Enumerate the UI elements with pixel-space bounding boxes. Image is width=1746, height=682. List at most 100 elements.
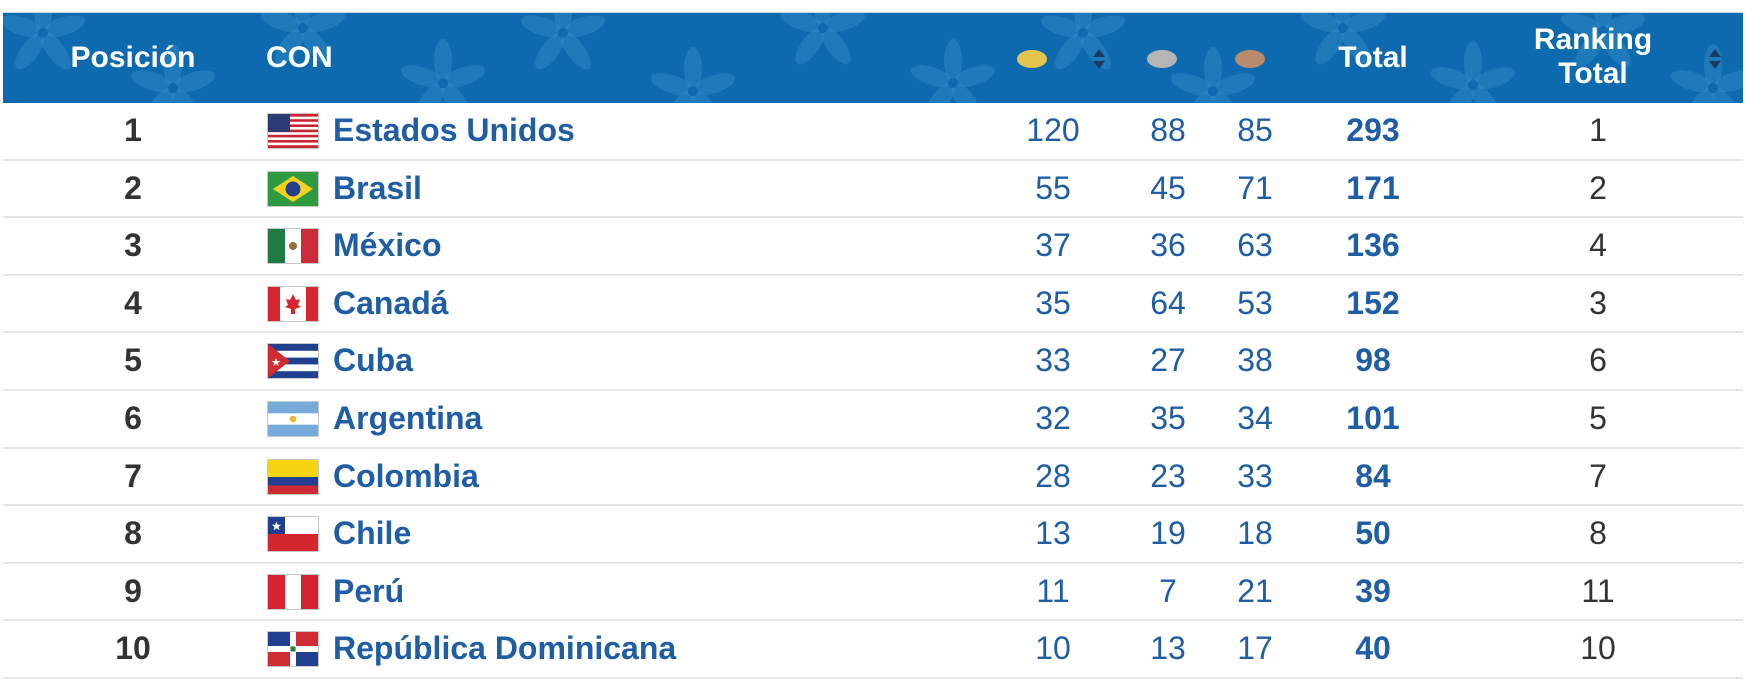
bronze-count: 21 xyxy=(1237,572,1273,609)
header-ranking-total[interactable]: Ranking Total xyxy=(1503,23,1683,91)
total-count: 40 xyxy=(1355,630,1391,667)
position-cell: 2 xyxy=(124,169,142,206)
ranking-total: 6 xyxy=(1589,342,1607,379)
table-row: 4 Canadá 35 64 53 152 3 xyxy=(3,276,1743,334)
gold-count: 37 xyxy=(1035,227,1071,264)
position-cell: 9 xyxy=(124,572,142,609)
silver-count: 64 xyxy=(1150,284,1186,321)
total-count: 136 xyxy=(1346,227,1400,264)
ranking-total: 2 xyxy=(1589,169,1607,206)
silver-count: 13 xyxy=(1150,630,1186,667)
ranking-total: 7 xyxy=(1589,457,1607,494)
us-flag-icon xyxy=(268,114,318,148)
bronze-count: 53 xyxy=(1237,284,1273,321)
bronze-count: 17 xyxy=(1237,630,1273,667)
flower-pattern-background xyxy=(3,13,1743,103)
silver-count: 23 xyxy=(1150,457,1186,494)
country-link[interactable]: Argentina xyxy=(333,399,483,436)
table-row: 10 República Dominicana 10 13 17 40 10 xyxy=(3,621,1743,679)
sort-icon[interactable] xyxy=(1708,48,1722,70)
ranking-total: 10 xyxy=(1580,630,1616,667)
gold-count: 28 xyxy=(1035,457,1071,494)
ranking-total: 8 xyxy=(1589,515,1607,552)
gold-count: 35 xyxy=(1035,284,1071,321)
table-row: 2 Brasil 55 45 71 171 2 xyxy=(3,161,1743,219)
position-cell: 4 xyxy=(124,284,142,321)
dominican-republic-flag-icon xyxy=(268,632,318,667)
ranking-total: 1 xyxy=(1589,112,1607,148)
argentina-flag-icon xyxy=(268,401,318,436)
silver-count: 45 xyxy=(1150,169,1186,206)
ranking-total: 5 xyxy=(1589,399,1607,436)
table-row: 9 Perú 11 7 21 39 11 xyxy=(3,564,1743,622)
gold-count: 33 xyxy=(1035,342,1071,379)
bronze-count: 34 xyxy=(1237,399,1273,436)
cuba-flag-icon xyxy=(268,344,318,379)
country-link[interactable]: Perú xyxy=(333,572,405,609)
ranking-total: 11 xyxy=(1581,572,1615,609)
position-cell: 1 xyxy=(124,112,142,148)
country-link[interactable]: Estados Unidos xyxy=(333,112,575,148)
country-link[interactable]: Canadá xyxy=(333,284,449,321)
table-row: 6 Argentina 32 35 34 101 5 xyxy=(3,391,1743,449)
table-body: 1 Estados Unidos 120 88 85 293 1 xyxy=(3,103,1743,679)
country-link[interactable]: República Dominicana xyxy=(333,630,677,667)
table-row: 5 Cuba 33 27 38 98 6 xyxy=(3,333,1743,391)
mexico-flag-icon xyxy=(268,229,318,264)
country-link[interactable]: Chile xyxy=(333,515,412,552)
country-link[interactable]: Colombia xyxy=(333,457,479,494)
country-link[interactable]: Cuba xyxy=(333,342,413,379)
table-row: 3 México 37 36 63 136 4 xyxy=(3,218,1743,276)
ranking-total: 4 xyxy=(1589,227,1607,264)
sort-icon[interactable] xyxy=(1092,48,1106,70)
total-count: 84 xyxy=(1355,457,1391,494)
bronze-count: 18 xyxy=(1237,515,1273,552)
gold-count: 13 xyxy=(1035,515,1071,552)
bronze-count: 63 xyxy=(1237,227,1273,264)
silver-count: 88 xyxy=(1150,112,1186,148)
gold-count: 11 xyxy=(1036,572,1070,609)
silver-count: 19 xyxy=(1150,515,1186,552)
table-row: 7 Colombia 28 23 33 84 7 xyxy=(3,449,1743,507)
header-posicion[interactable]: Posición xyxy=(70,41,196,74)
position-cell: 10 xyxy=(115,630,151,667)
gold-count: 10 xyxy=(1035,630,1071,667)
table-row: 1 Estados Unidos 120 88 85 293 1 xyxy=(3,103,1743,161)
table-row: 8 Chile 13 19 18 50 8 xyxy=(3,506,1743,564)
header-ranking-line1: Ranking xyxy=(1533,23,1653,56)
country-link[interactable]: México xyxy=(333,227,442,264)
gold-count: 32 xyxy=(1035,399,1071,436)
header-con[interactable]: CON xyxy=(266,41,333,74)
silver-count: 27 xyxy=(1150,342,1186,379)
total-count: 39 xyxy=(1355,572,1391,609)
ranking-total: 3 xyxy=(1589,284,1607,321)
table-header: Posición CON Total Ranking Total xyxy=(3,12,1743,103)
header-total[interactable]: Total xyxy=(1338,41,1408,74)
gold-medal-icon xyxy=(1017,50,1047,68)
total-count: 152 xyxy=(1346,284,1400,321)
bronze-count: 71 xyxy=(1237,169,1273,206)
total-count: 98 xyxy=(1355,342,1391,379)
country-link[interactable]: Brasil xyxy=(333,169,422,206)
chile-flag-icon xyxy=(268,517,318,552)
brazil-flag-icon xyxy=(268,171,318,206)
position-cell: 3 xyxy=(124,227,142,264)
peru-flag-icon xyxy=(268,574,318,609)
position-cell: 7 xyxy=(124,457,142,494)
total-count: 101 xyxy=(1346,399,1400,436)
position-cell: 8 xyxy=(124,515,142,552)
total-count: 50 xyxy=(1355,515,1391,552)
bronze-count: 33 xyxy=(1237,457,1273,494)
total-count: 171 xyxy=(1346,169,1400,206)
position-cell: 6 xyxy=(124,399,142,436)
medal-table: Posición CON Total Ranking Total 1 xyxy=(3,12,1743,679)
gold-count: 55 xyxy=(1035,169,1071,206)
total-count: 293 xyxy=(1346,112,1400,148)
canada-flag-icon xyxy=(268,286,318,321)
silver-medal-icon[interactable] xyxy=(1147,50,1177,68)
position-cell: 5 xyxy=(124,342,142,379)
bronze-medal-icon[interactable] xyxy=(1235,50,1265,68)
silver-count: 35 xyxy=(1150,399,1186,436)
gold-count: 120 xyxy=(1026,112,1080,148)
silver-count: 36 xyxy=(1150,227,1186,264)
